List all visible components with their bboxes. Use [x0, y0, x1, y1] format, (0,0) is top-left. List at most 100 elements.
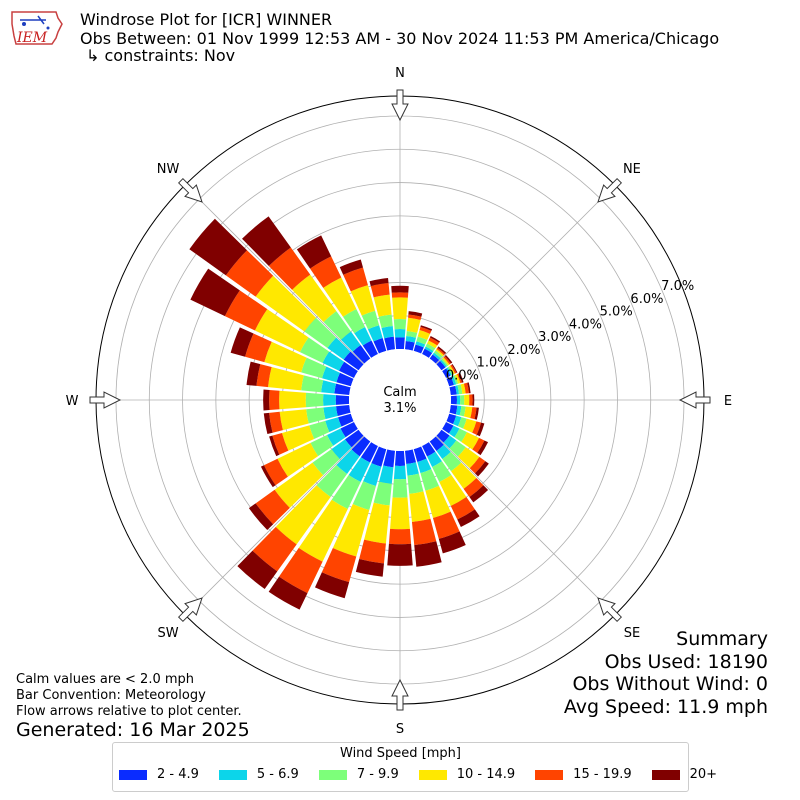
wind-bar-segment: [456, 395, 461, 405]
wind-bar-segment: [292, 274, 337, 322]
wind-bar-segment: [189, 218, 248, 276]
wind-bar-segment: [461, 432, 480, 450]
legend-label: 20+: [689, 767, 718, 782]
direction-labels: N NE E SE S SW W NW: [66, 66, 733, 737]
wind-bar-segment: [451, 462, 477, 489]
wind-bar-segment: [268, 367, 304, 391]
wind-bar-segment: [449, 440, 466, 457]
wind-bar-segment: [254, 309, 309, 353]
legend-swatch: [418, 769, 447, 780]
wind-bar-segment: [463, 478, 484, 497]
wind-bar-segment: [428, 337, 440, 346]
wind-bar-segment: [326, 428, 346, 446]
wind-bar-segment: [432, 511, 460, 539]
wind-bar-segment: [455, 405, 462, 416]
wind-bar-segment: [395, 337, 405, 350]
wind-bar-segment: [350, 285, 376, 316]
wind-bar-segment: [305, 392, 324, 408]
wind-bar-segment: [442, 368, 451, 378]
wind-bar-segment: [304, 317, 337, 349]
calm-circle: [349, 349, 451, 451]
wind-bar-segment: [370, 282, 390, 298]
wind-bar-segment: [405, 335, 416, 343]
wind-bar-segment: [469, 485, 489, 503]
wind-bar-segment: [343, 267, 368, 292]
radial-tick-label: 2.0%: [507, 343, 540, 358]
wind-bar-segment: [336, 372, 354, 387]
legend-item: 2 - 4.9: [119, 767, 199, 782]
wind-bar-segment: [443, 435, 457, 449]
wind-bar-segment: [448, 425, 460, 438]
radial-tick-label: 1.0%: [477, 356, 510, 371]
legend-item: 15 - 19.9: [535, 767, 632, 782]
wind-bar-segment: [429, 436, 444, 451]
iem-logo: IEM: [8, 6, 64, 50]
wind-bar-segment: [450, 375, 457, 385]
wind-bar-segment: [394, 329, 406, 338]
wind-bar-segment: [338, 361, 358, 378]
wind-bar-segment: [437, 346, 447, 355]
flow-arrow-icon: [177, 177, 203, 203]
wind-bar-segment: [435, 349, 444, 357]
wind-bar-segment: [268, 576, 308, 610]
wind-bar-segment: [351, 436, 371, 457]
wind-bar-segment: [457, 509, 480, 528]
legend-label: 2 - 4.9: [157, 767, 199, 782]
wind-bar-segment: [312, 449, 340, 476]
wind-bar-segment: [408, 314, 422, 320]
wind-bar-segment: [420, 469, 439, 491]
logo-text: IEM: [16, 30, 48, 46]
wind-bar-segment: [451, 364, 458, 373]
wind-bar-segment: [444, 355, 453, 364]
wind-bar-segment: [443, 356, 451, 365]
wind-bar-segment: [339, 259, 364, 275]
wind-bar-segment: [352, 481, 376, 511]
constraints: ↳ constraints: Nov: [86, 46, 236, 65]
wind-bar-segment: [433, 350, 443, 359]
wind-bar-segment: [417, 458, 432, 474]
direction-label: NW: [157, 162, 180, 177]
wind-bar-segment: [422, 442, 436, 457]
wind-bar-segment: [427, 340, 438, 349]
windrose-bars: [189, 216, 489, 610]
wind-bar-segment: [450, 395, 457, 405]
wind-bar-segment: [414, 541, 442, 567]
legend-label: 5 - 6.9: [256, 767, 299, 782]
wind-bar-segment: [436, 429, 450, 443]
wind-bar-segment: [322, 351, 345, 371]
wind-bar-segment: [373, 481, 392, 506]
wind-bar-segment: [450, 497, 475, 520]
wind-bar-segment: [361, 310, 380, 330]
wind-bar-segment: [406, 331, 418, 338]
wind-bar-segment: [323, 277, 357, 317]
legend-swatch: [119, 769, 147, 780]
wind-bar-segment: [432, 461, 452, 483]
wind-bar-segment: [458, 372, 464, 383]
wind-bar-segment: [269, 411, 283, 433]
wind-bar-segment: [459, 406, 466, 417]
wind-bar-segment: [390, 497, 410, 530]
wind-bar-segment: [454, 428, 468, 442]
wind-bar-segment: [260, 465, 276, 488]
wind-bar-segment: [323, 311, 351, 340]
wind-bar-segment: [413, 446, 427, 462]
legend-item: 10 - 14.9: [418, 767, 515, 782]
wind-bar-segment: [348, 457, 371, 483]
wind-bar-segment: [299, 337, 330, 363]
wind-bar-segment: [269, 389, 280, 411]
wind-bar-segment: [447, 366, 454, 376]
wind-bar-segment: [474, 407, 479, 420]
wind-bar-segment: [322, 366, 340, 383]
wind-bar-segment: [453, 375, 459, 385]
wind-bar-segment: [327, 337, 351, 360]
radial-tick-label: 4.0%: [569, 317, 602, 332]
wind-bar-segment: [360, 442, 378, 463]
legend-items: 2 - 4.9 5 - 6.9 7 - 9.9 10 - 14.9 15 - 19.9 2…: [119, 767, 737, 782]
wind-bar-segment: [335, 404, 351, 416]
wind-bar-segment: [310, 256, 342, 288]
wind-bar-segment: [419, 326, 432, 334]
wind-bar-segment: [264, 341, 307, 373]
wind-bar-segment: [373, 294, 392, 317]
legend-swatch: [318, 769, 347, 780]
wind-bar-segment: [364, 502, 390, 544]
